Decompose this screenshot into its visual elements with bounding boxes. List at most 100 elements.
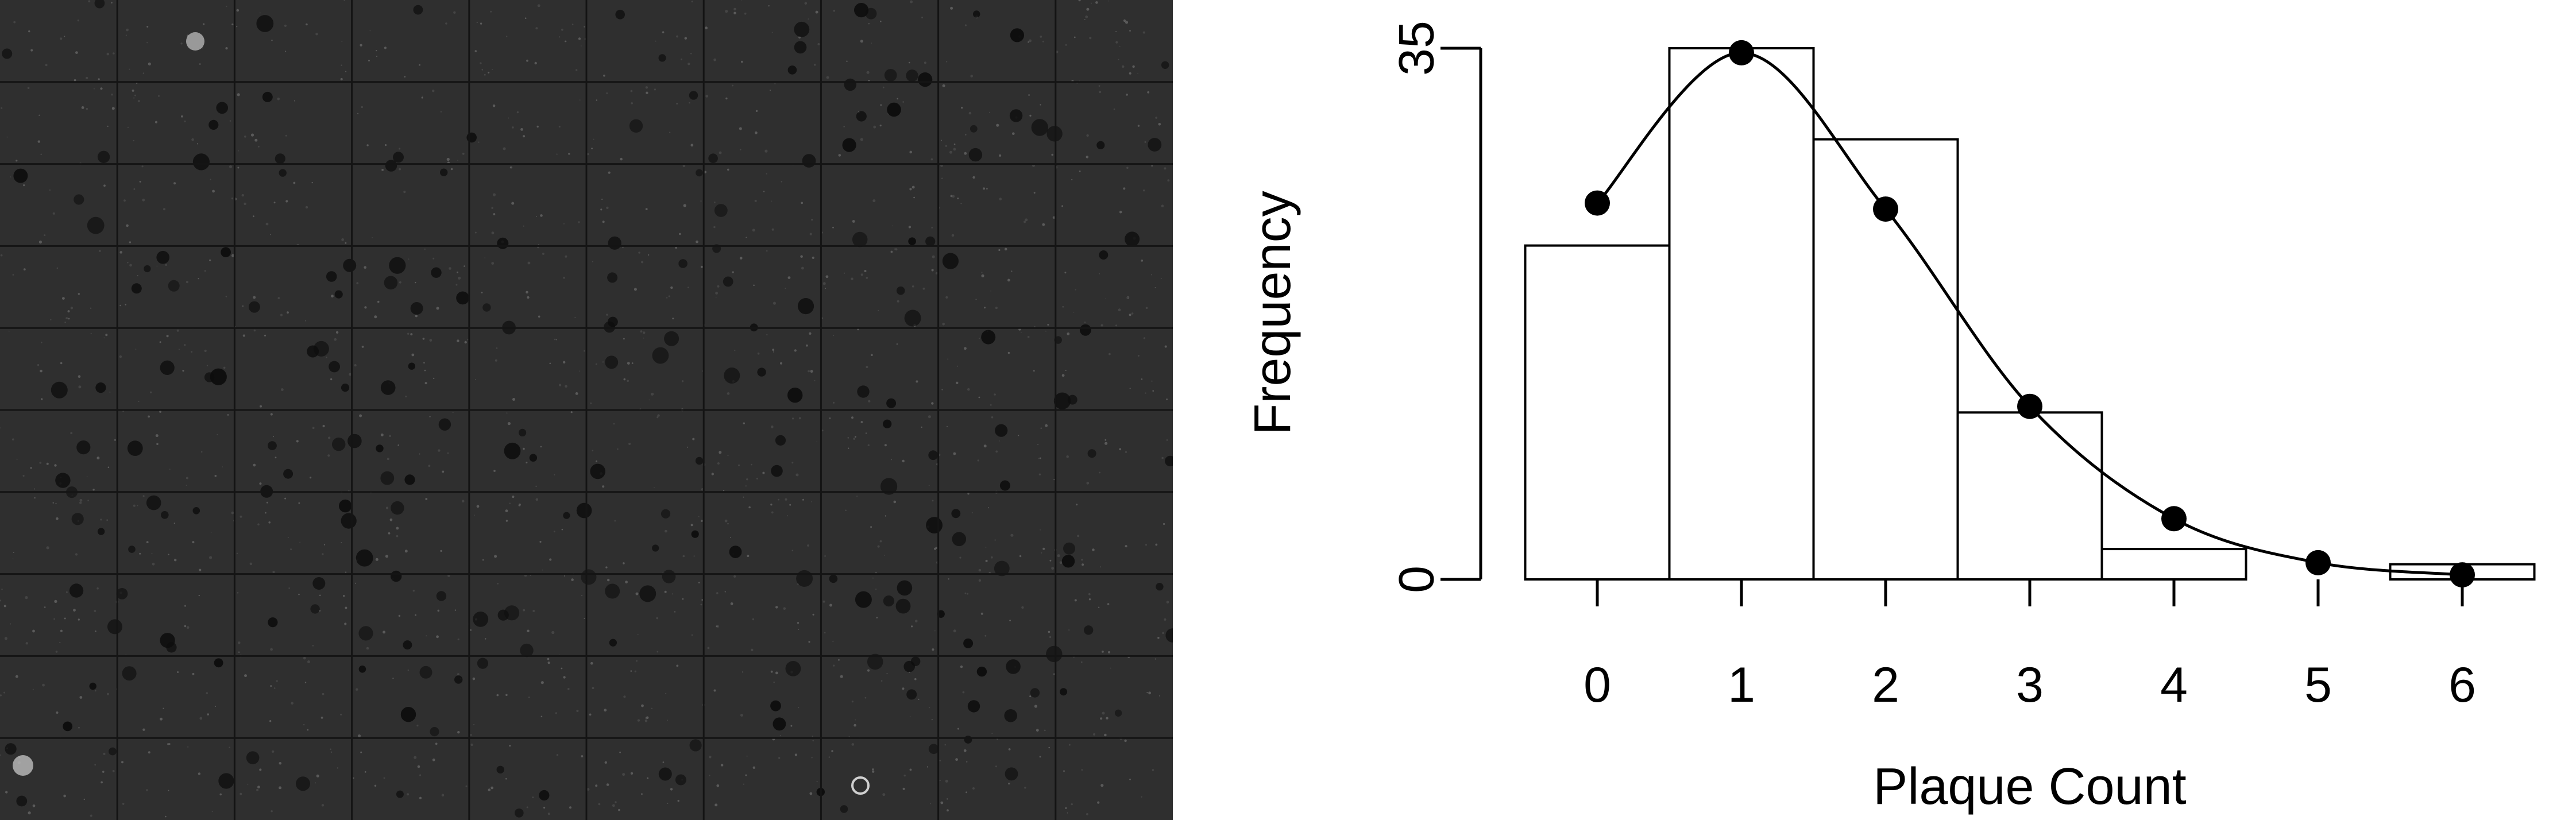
plaque [696,457,703,465]
plaque [844,79,856,91]
y-axis: 0 35 [1389,21,1481,593]
plaque [675,775,686,786]
plaque [918,72,932,87]
plaque [221,247,231,257]
plaque [359,666,366,673]
plaque [381,380,396,395]
plaque [969,148,982,161]
plaque [952,532,967,547]
plaque [973,10,980,17]
bars-layer [1525,48,2535,579]
x-tick-label: 6 [2448,657,2476,713]
plaque [193,507,200,515]
plaque [1004,709,1017,722]
plaque [1148,138,1161,152]
y-tick-label: 35 [1389,21,1445,76]
x-tick-label: 3 [2016,657,2044,713]
plaque [951,509,960,518]
plaque [690,739,702,751]
plaque [204,372,214,382]
plaque [437,591,446,601]
plaque [63,722,72,732]
plaque [788,65,797,75]
fit-point [2017,394,2042,419]
plaque [1046,126,1062,141]
y-tick-label: 0 [1389,566,1445,593]
plaque [404,474,415,485]
plaque [926,517,943,533]
plaque [723,277,733,287]
plaque [403,640,412,649]
plaque [454,675,462,683]
plaque [1010,28,1024,42]
plate-grid [0,0,1173,820]
plaque [662,570,676,583]
plaque [692,531,699,538]
plaque [1046,646,1062,662]
plaque [530,454,537,462]
plaque [156,251,169,264]
plaque [160,361,175,375]
plaque [72,513,84,525]
plaque [69,583,83,597]
plaque [122,666,137,680]
plaque [283,469,293,479]
plaque [391,571,401,582]
plaque [852,232,868,247]
plaque [629,119,643,133]
plaque [16,796,27,807]
plaque [519,429,526,436]
plaque [218,773,234,788]
plaque [504,605,519,620]
plaque [771,465,783,477]
fit-point [2305,550,2331,575]
plaque [786,661,801,676]
plaque [1032,119,1048,136]
y-axis-title: Frequency [1244,191,1301,435]
plaque [1000,481,1010,491]
plaque [659,54,666,61]
plaque [214,658,223,667]
plaque [2,49,12,59]
plaque [775,435,786,446]
plaque [798,298,814,314]
plaque [420,666,432,679]
plaque [326,271,337,282]
plaque [896,599,911,614]
plaque [98,528,105,535]
plaque [249,301,260,313]
plaque [1096,141,1104,149]
plaque [787,388,802,403]
plaque [608,317,618,327]
plaque [652,544,659,551]
fit-point [1873,196,1898,222]
plaque [98,151,110,163]
plaque [1099,250,1108,260]
plaque [1161,61,1169,69]
plaque [1088,449,1096,458]
x-tick-label: 1 [1728,657,1755,713]
plaque [886,399,896,408]
plaque [925,237,935,246]
plaque [577,503,592,519]
plaque [275,153,285,164]
plaque [160,633,175,648]
plaque [1084,625,1093,635]
plaque [696,169,703,177]
plaque [482,303,491,311]
plaque [268,617,277,627]
plaque [74,194,84,204]
plaque [1080,324,1091,336]
plaque [968,700,980,712]
plaque [1063,543,1075,555]
plaque [146,496,161,510]
plaque [794,22,809,37]
fit-point [1585,191,1610,216]
plaque [581,569,596,585]
plaque [431,268,441,278]
plaque [1030,688,1040,697]
plaque [639,585,656,602]
plaque [794,41,807,54]
plaque [664,331,679,346]
